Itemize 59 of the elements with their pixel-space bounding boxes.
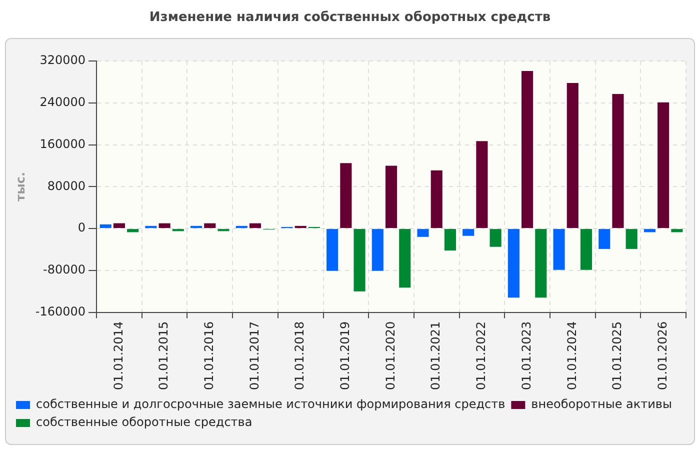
x-tick-label: 01.01.2020 <box>383 321 398 390</box>
bar <box>127 229 139 232</box>
bar <box>508 229 520 298</box>
x-tick-label: 01.01.2018 <box>292 321 307 390</box>
bar <box>626 229 638 249</box>
bar <box>658 102 670 228</box>
x-tick-label: 01.01.2023 <box>519 321 534 390</box>
bar <box>326 229 338 271</box>
y-tick-label: 0 <box>78 220 86 235</box>
bar <box>535 229 547 298</box>
y-axis-title: тыс. <box>13 172 28 202</box>
y-tick-label: -160000 <box>35 304 86 318</box>
bar <box>598 229 610 249</box>
bar <box>354 229 366 292</box>
legend-label: собственные оборотные средства <box>36 415 252 430</box>
bar <box>566 82 578 228</box>
y-tick-label: 320000 <box>40 53 86 68</box>
bar <box>158 223 170 228</box>
y-tick-label: 80000 <box>47 178 86 193</box>
bar <box>372 229 384 271</box>
bar <box>417 229 429 237</box>
bar <box>294 226 306 228</box>
x-tick-label: 01.01.2025 <box>610 321 624 390</box>
legend-label: внеоборотные активы <box>531 397 672 412</box>
bar <box>490 229 502 247</box>
bar <box>249 223 262 228</box>
legend-label: собственные и долгосрочные заемные источники формирования средств <box>36 397 506 412</box>
bar <box>399 229 411 288</box>
bar <box>462 229 474 236</box>
bar <box>145 226 157 228</box>
x-tick-label: 01.01.2026 <box>655 321 670 390</box>
x-tick-label: 01.01.2016 <box>202 321 216 390</box>
y-tick-label: 240000 <box>40 95 86 110</box>
bar <box>553 229 565 270</box>
bar <box>612 94 624 228</box>
bar <box>580 229 592 270</box>
x-tick-label: 01.01.2014 <box>111 321 126 390</box>
bar <box>340 163 352 228</box>
bar <box>476 141 488 228</box>
bar <box>100 224 112 228</box>
bar <box>430 170 442 228</box>
bar <box>444 229 456 251</box>
x-tick-label: 01.01.2017 <box>247 321 262 390</box>
x-tick-label: 01.01.2024 <box>564 321 579 390</box>
y-tick-label: -80000 <box>43 262 86 277</box>
y-tick-label: 160000 <box>40 136 86 151</box>
bar <box>385 166 398 228</box>
x-tick-label: 01.01.2015 <box>156 321 171 390</box>
chart-title: Изменение наличия собственных оборотных средств <box>148 10 552 25</box>
bar <box>522 70 534 228</box>
bar <box>190 226 202 228</box>
x-tick-label: 01.01.2021 <box>428 321 443 390</box>
x-tick-label: 01.01.2022 <box>474 321 488 390</box>
bar <box>113 223 125 228</box>
bar <box>204 223 216 228</box>
bar <box>644 229 656 232</box>
x-tick-label: 01.01.2019 <box>338 321 352 390</box>
bar <box>236 226 248 228</box>
bar <box>671 229 683 232</box>
